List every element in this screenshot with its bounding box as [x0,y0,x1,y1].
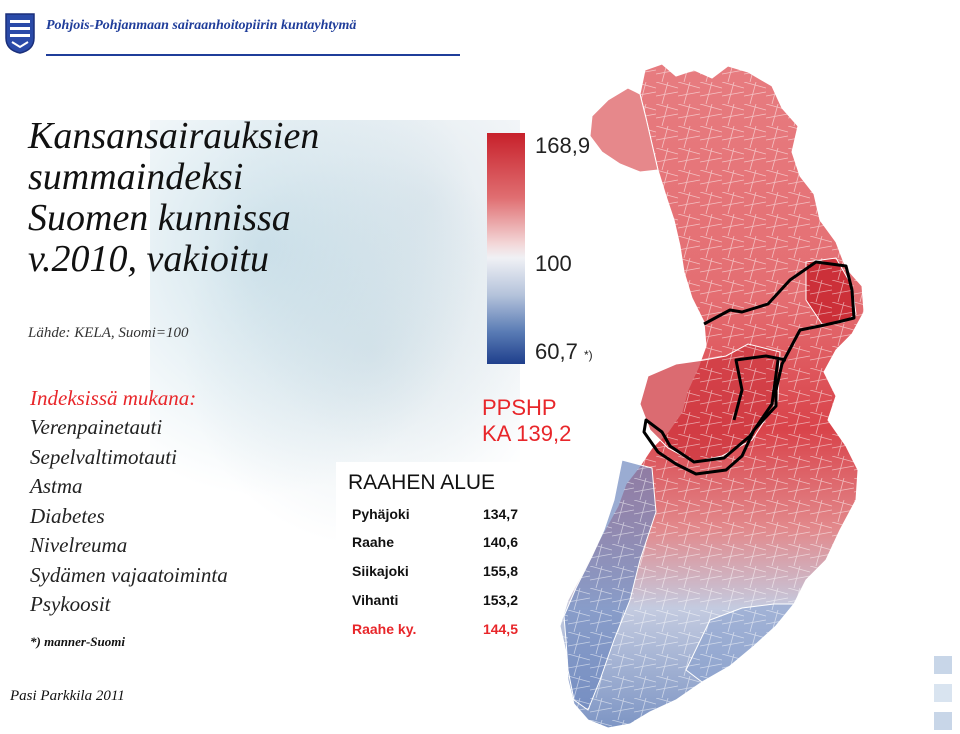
index-item: Astma [30,474,83,498]
legend-min-value: 60,7 [535,339,578,364]
index-item: Sepelvaltimotauti [30,444,177,469]
legend-color-scale [487,133,525,364]
index-item: Diabetes [30,503,105,528]
ppshp-inner-boundary [732,354,787,421]
municipality-name: Raahe [352,534,395,550]
title-line: summaindeksi [28,156,244,198]
organization-name: Pohjois-Pohjanmaan sairaanhoitopiirin ku… [46,18,357,33]
ppshp-district-boundary [642,260,856,476]
raahe-total-row: Raahe ky. 144,5 [352,621,518,637]
indices-block: Indeksissä mukana: Verenpainetauti Sepel… [30,384,228,620]
title-line: v.2010, vakioitu [28,238,269,280]
municipality-row: Vihanti 153,2 [352,592,518,608]
municipality-value: 140,6 [482,534,518,550]
district-name: PPSHP [482,395,557,420]
raahe-total-name: Raahe ky. [352,621,417,637]
municipality-name: Siikajoki [352,563,409,579]
municipality-name: Vihanti [352,592,399,608]
author-credit: Pasi Parkkila 2011 [10,688,125,704]
source-note: Lähde: KELA, Suomi=100 [28,325,189,341]
district-summary: PPSHP KA 139,2 [482,395,571,447]
district-value: KA 139,2 [482,421,572,446]
index-item: Sydämen vajaatoiminta [30,562,228,587]
nav-square-icon [934,656,952,674]
title-line: Kansansairauksien [28,115,320,157]
finland-choropleth-map [480,60,880,734]
index-item: Nivelreuma [30,533,128,557]
municipality-name: Pyhäjoki [352,506,410,522]
legend-min-note: *) [583,348,593,362]
raahe-total-value: 144,5 [482,621,518,637]
legend-max-label: 168,9 [535,133,591,158]
legend-mid-label: 100 [535,251,572,276]
municipality-row: Siikajoki 155,8 [352,563,518,579]
title-line: Suomen kunnissa [28,197,291,239]
municipality-value: 153,2 [482,592,518,608]
legend-min-label: 60,7 *) [535,339,593,365]
page-title: Kansansairauksien summaindeksi Suomen ku… [28,116,319,280]
organization-logo-icon [5,13,35,54]
raahe-title: RAAHEN ALUE [348,471,496,494]
index-item: Psykoosit [30,592,111,616]
nav-square-icon [934,712,952,730]
indices-list: Verenpainetauti Sepelvaltimotauti Astma … [30,413,228,620]
municipality-value: 155,8 [482,563,518,579]
indices-heading: Indeksissä mukana: [30,386,197,410]
header-divider [46,54,460,56]
footnote: *) manner-Suomi [30,634,125,649]
municipality-row: Raahe 140,6 [352,534,518,550]
municipality-row: Pyhäjoki 134,7 [352,506,518,522]
raahe-area-panel: RAAHEN ALUE Pyhäjoki 134,7 Raahe 140,6 S… [336,462,532,642]
header: Pohjois-Pohjanmaan sairaanhoitopiirin ku… [2,4,472,60]
nav-square-icon [934,684,952,702]
municipality-value: 134,7 [482,506,518,522]
index-item: Verenpainetauti [30,415,163,439]
